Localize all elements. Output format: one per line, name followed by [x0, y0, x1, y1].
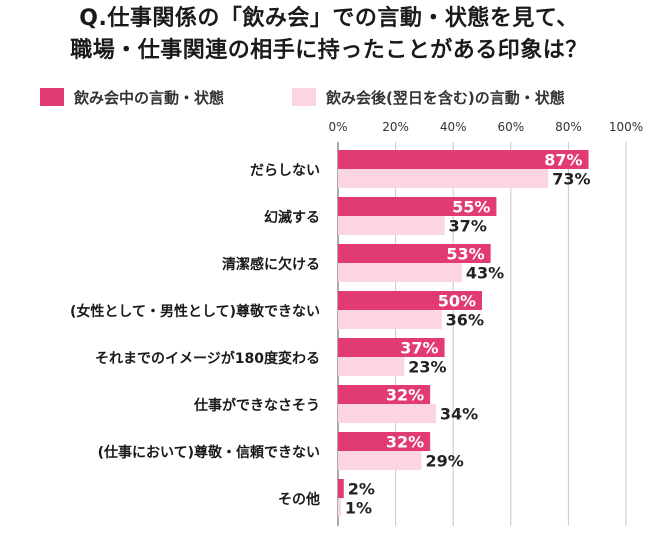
x-tick-label: 60%	[497, 120, 524, 134]
data-label-series1: 37%	[400, 339, 438, 358]
legend-swatch-series2	[292, 88, 316, 106]
data-label-series1: 50%	[438, 292, 476, 311]
data-label-series2: 23%	[408, 358, 446, 377]
chart-title-line2: 職場・仕事関連の相手に持ったことがある印象は？	[70, 38, 588, 63]
category-label: それまでのイメージが180度変わる	[95, 350, 320, 367]
data-label-series1: 87%	[544, 151, 582, 170]
x-tick-label: 20%	[382, 120, 409, 134]
bar-series2	[338, 216, 445, 235]
bar-series1	[338, 338, 445, 357]
legend-label-series2: 飲み会後(翌日を含む)の言動・状態	[326, 88, 565, 107]
data-label-series2: 29%	[426, 452, 464, 471]
bar-series2	[338, 404, 436, 423]
data-label-series2: 36%	[446, 311, 484, 330]
bar-series2	[338, 310, 442, 329]
category-label: 仕事ができなさそう	[193, 397, 320, 414]
x-tick-label: 0%	[328, 120, 347, 134]
category-label: その他	[278, 491, 320, 508]
bar-series1	[338, 150, 589, 169]
bar-series1	[338, 385, 431, 404]
data-label-series2: 1%	[345, 499, 372, 518]
category-label: だらしない	[250, 163, 320, 179]
data-label-series2: 43%	[466, 264, 504, 283]
x-tick-label: 40%	[440, 120, 467, 134]
x-tick-label: 80%	[555, 120, 582, 134]
legend-swatch-series1	[40, 88, 64, 106]
data-label-series1: 53%	[446, 245, 484, 264]
bar-series1	[338, 432, 431, 451]
bar-series2	[338, 357, 405, 376]
data-label-series1: 32%	[386, 433, 424, 452]
chart-title-line1: Q.仕事関係の「飲み会」での言動・状態を見て、	[79, 6, 579, 31]
bar-series2	[338, 451, 422, 470]
category-label: (女性として・男性として)尊敬できない	[70, 303, 320, 320]
category-label: 清潔感に欠ける	[222, 256, 320, 273]
bar-series2	[338, 263, 462, 282]
bar-series1	[338, 291, 482, 310]
bar-series1	[338, 197, 497, 216]
legend-item-series2: 飲み会後(翌日を含む)の言動・状態	[292, 86, 565, 108]
legend-label-series1: 飲み会中の言動・状態	[74, 88, 225, 107]
category-label: 幻滅する	[264, 209, 320, 226]
data-label-series2: 37%	[449, 217, 487, 236]
data-label-series1: 2%	[348, 480, 375, 499]
category-label: (仕事において)尊敬・信頼できない	[98, 444, 320, 461]
bar-series2	[338, 498, 341, 517]
bar-series1	[338, 479, 344, 498]
bar-series2	[338, 169, 549, 188]
legend-item-series1: 飲み会中の言動・状態	[40, 86, 224, 108]
bar-series1	[338, 244, 491, 263]
x-tick-label: 100%	[609, 120, 643, 134]
data-label-series1: 32%	[386, 386, 424, 405]
data-label-series2: 73%	[552, 170, 590, 189]
data-label-series1: 55%	[452, 198, 490, 217]
data-label-series2: 34%	[440, 405, 478, 424]
